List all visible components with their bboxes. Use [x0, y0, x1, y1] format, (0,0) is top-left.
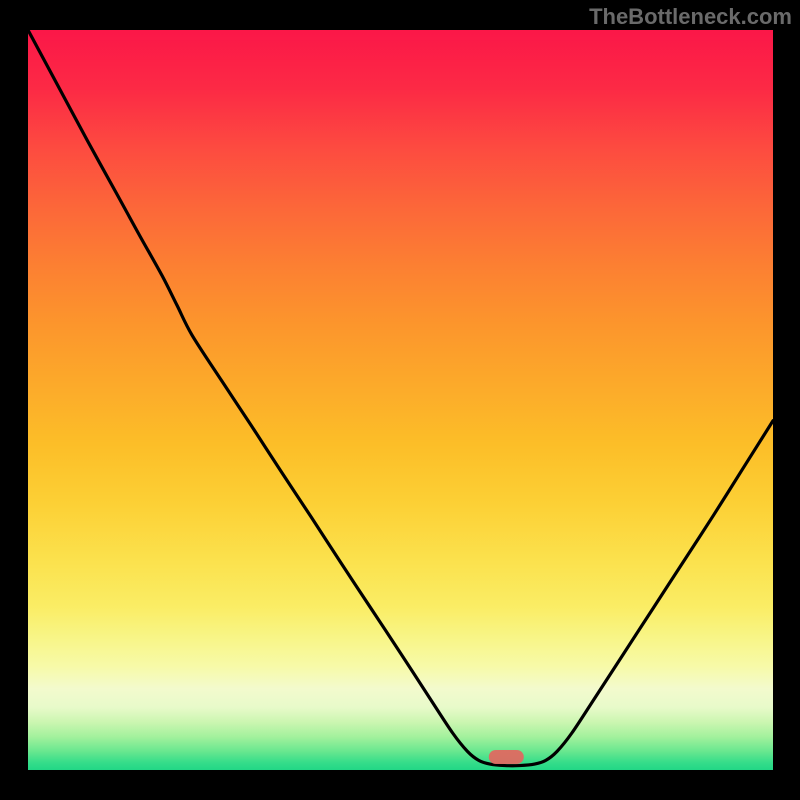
watermark-text: TheBottleneck.com [589, 4, 792, 30]
chart-svg [28, 30, 773, 770]
plot-area [28, 30, 773, 770]
optimal-marker [489, 750, 524, 764]
gradient-background [28, 30, 773, 770]
chart-container: TheBottleneck.com [0, 0, 800, 800]
